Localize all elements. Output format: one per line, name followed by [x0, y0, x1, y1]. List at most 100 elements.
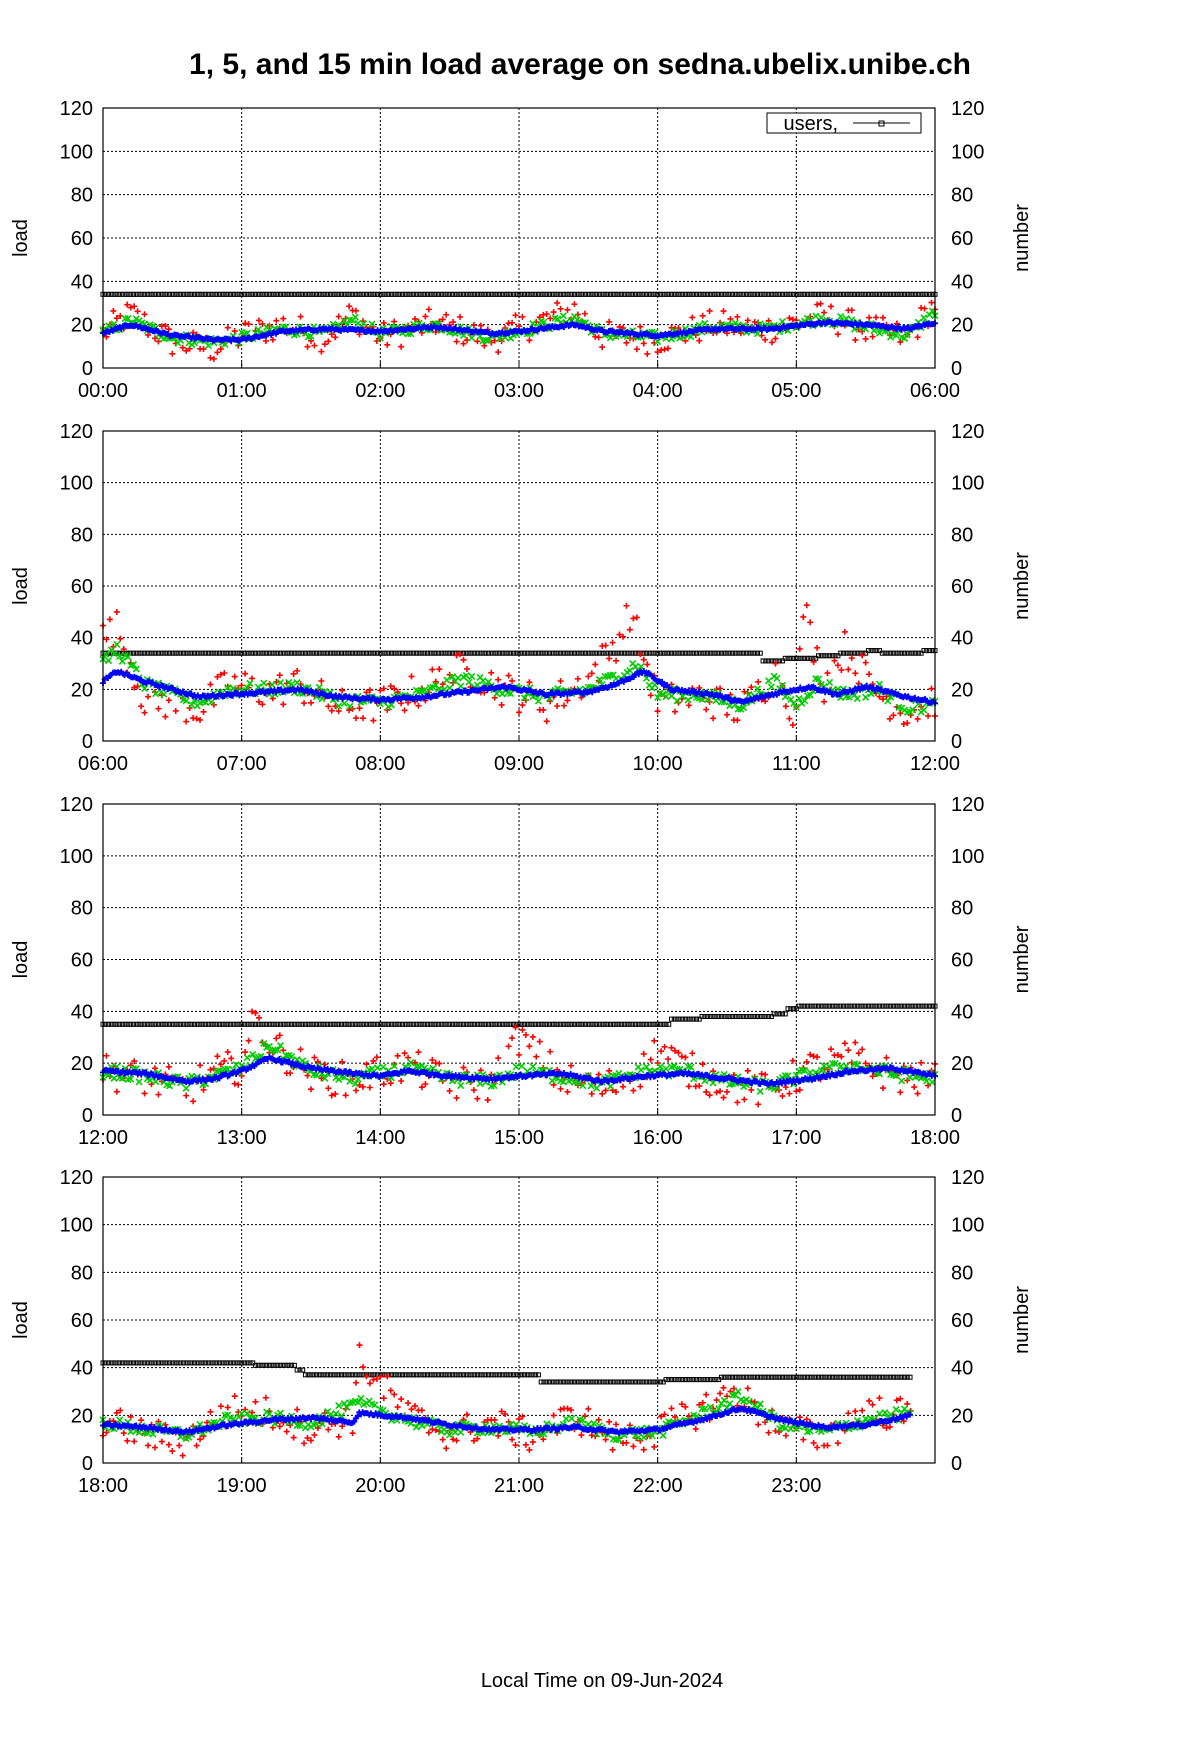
load1-point [564, 1088, 571, 1095]
load1-point [131, 303, 138, 310]
users-point [400, 291, 406, 297]
load5-point [734, 705, 742, 713]
users-point [621, 291, 627, 297]
users-point [347, 291, 353, 297]
users-point [766, 1374, 772, 1380]
load1-point [297, 1046, 304, 1053]
users-point [921, 648, 927, 654]
load1-point [231, 1080, 238, 1087]
load1-point [429, 1057, 436, 1064]
load1-point [588, 1090, 595, 1097]
users-point [530, 1372, 536, 1378]
users-point [119, 291, 125, 297]
users-point [632, 1021, 638, 1027]
users-point [247, 1021, 253, 1027]
load1-point [561, 702, 568, 709]
users-point [289, 650, 295, 656]
users-point [746, 1014, 752, 1020]
y2-axis-title: number [1011, 1286, 1033, 1354]
load5-point [479, 677, 487, 685]
users-point [474, 650, 480, 656]
load1-point [113, 608, 120, 615]
users-point [469, 650, 475, 656]
users-point [194, 650, 200, 656]
users-point [433, 1021, 439, 1027]
users-point [868, 1003, 874, 1009]
load5-point [376, 334, 384, 342]
load1-point [436, 1060, 443, 1067]
load1-point [623, 602, 630, 609]
load5-point [160, 690, 168, 698]
users-point [818, 653, 824, 659]
y2-tick-label: 80 [951, 524, 973, 546]
users-point [752, 1014, 758, 1020]
users-point [644, 1379, 650, 1385]
users-point [499, 1372, 505, 1378]
users-point [901, 650, 907, 656]
users-point [391, 650, 397, 656]
users-point [250, 291, 256, 297]
users-point [333, 1372, 339, 1378]
load1-point [859, 652, 866, 659]
users-point [264, 650, 270, 656]
load1-point [179, 1452, 186, 1459]
users-point [849, 291, 855, 297]
users-point [888, 291, 894, 297]
users-point [577, 650, 583, 656]
users-point [555, 1379, 561, 1385]
users-point [214, 291, 220, 297]
load1-point [349, 1430, 356, 1437]
users-point [172, 1021, 178, 1027]
users-point [755, 1374, 761, 1380]
y2-tick-label: 20 [951, 315, 973, 337]
users-point [555, 650, 561, 656]
users-point [350, 1372, 356, 1378]
users-point [388, 291, 394, 297]
users-point [771, 291, 777, 297]
users-point [133, 1021, 139, 1027]
y2-tick-label: 40 [951, 1358, 973, 1380]
users-point [691, 1016, 697, 1022]
users-point [147, 291, 153, 297]
load1-point [301, 1440, 308, 1447]
users-point [241, 1021, 247, 1027]
load1-point [800, 613, 807, 620]
users-point [813, 1003, 819, 1009]
users-point [297, 1021, 303, 1027]
users-point [910, 291, 916, 297]
users-point [444, 1372, 450, 1378]
load1-point [356, 1342, 363, 1349]
users-point [411, 291, 417, 297]
users-point [239, 650, 245, 656]
load5-point [753, 685, 762, 693]
users-point [150, 650, 156, 656]
load1-point [762, 336, 769, 343]
users-point [619, 650, 625, 656]
users-point [535, 650, 541, 656]
users-point [397, 291, 403, 297]
load1-point [519, 702, 526, 709]
legend: users, [766, 112, 922, 135]
load1-point [526, 1043, 533, 1050]
users-point [705, 650, 711, 656]
y-tick-label: 100 [60, 846, 93, 868]
users-point [333, 291, 339, 297]
users-point [583, 291, 589, 297]
users-point [208, 1021, 214, 1027]
users-point [294, 1367, 300, 1373]
load1-point [689, 314, 696, 321]
users-point [269, 291, 275, 297]
load1-point [158, 1438, 165, 1445]
load1-point [301, 700, 308, 707]
users-point [741, 291, 747, 297]
load1-point [339, 1058, 346, 1065]
load1-point [308, 699, 314, 706]
users-point [302, 291, 308, 297]
load1-point [224, 324, 231, 331]
users-point [829, 291, 835, 297]
users-point [383, 1021, 389, 1027]
users-point [860, 1003, 866, 1009]
load1-point [744, 1385, 751, 1392]
users-point [693, 1016, 699, 1022]
users-point [355, 1372, 361, 1378]
